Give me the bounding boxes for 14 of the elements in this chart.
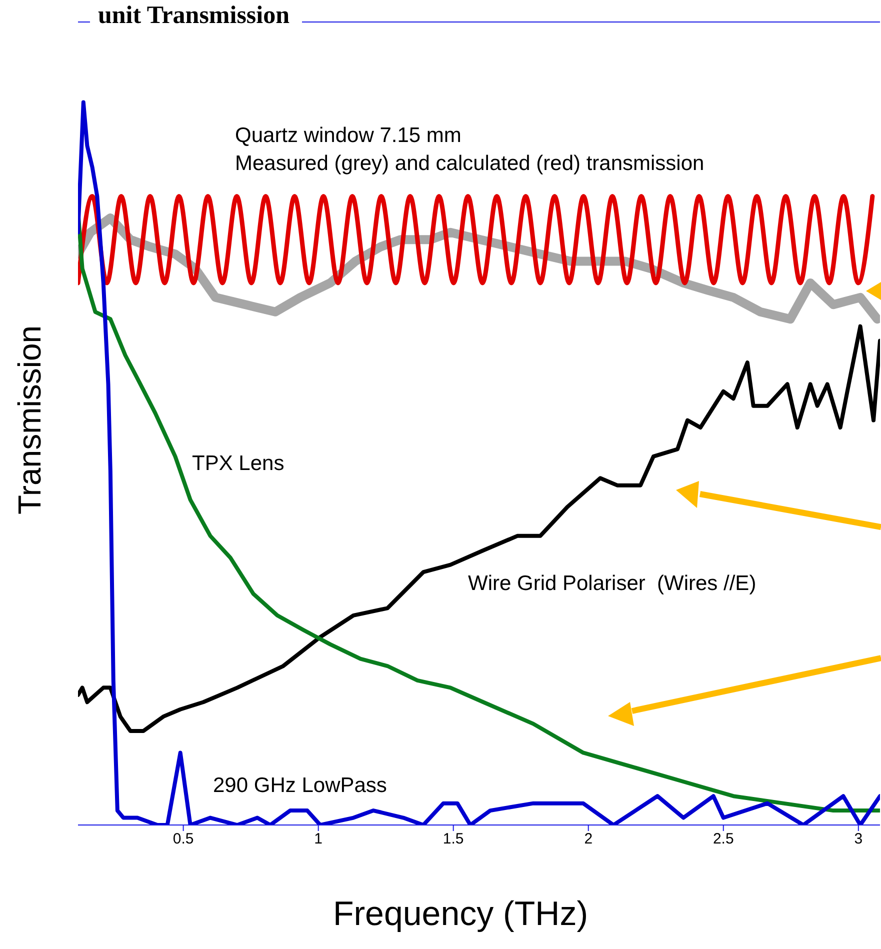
series-label: Wire Grid Polariser (Wires //E) — [468, 572, 756, 596]
series-label: TPX Lens — [192, 452, 284, 476]
x-tick-label: 3 — [854, 830, 863, 848]
annotation: Quartz window 7.15 mm — [235, 124, 462, 148]
x-tick-label: 0.5 — [172, 830, 194, 848]
x-tick-label: 1.5 — [442, 830, 464, 848]
chart-title: unit Transmission — [90, 2, 302, 30]
series-label: 290 GHz LowPass — [213, 774, 387, 798]
x-tick-label: 1 — [314, 830, 322, 848]
x-tick-label: 2 — [584, 830, 593, 848]
y-axis-title: Transmission — [12, 325, 48, 515]
annotation: Measured (grey) and calculated (red) transmission — [235, 152, 704, 176]
x-tick-label: 2.5 — [712, 830, 734, 848]
x-axis-title: Frequency (THz) — [332, 895, 590, 934]
